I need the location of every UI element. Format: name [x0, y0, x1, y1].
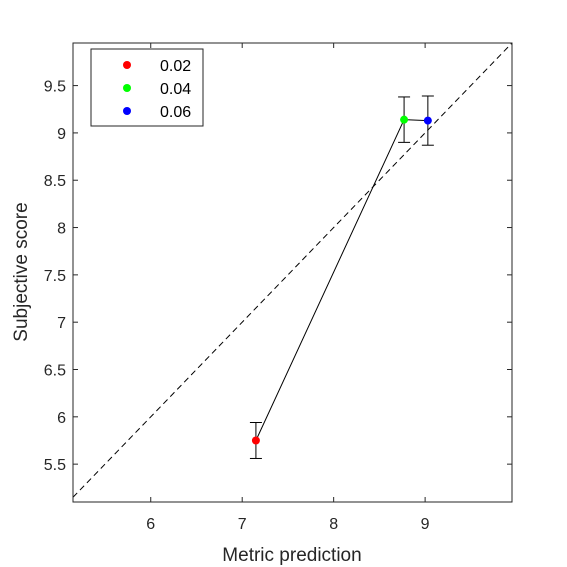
legend-marker	[123, 107, 131, 115]
y-tick-label: 9.5	[44, 79, 66, 96]
data-point	[423, 116, 432, 125]
axes-frame	[72, 42, 513, 503]
legend-marker	[123, 61, 131, 69]
y-tick-label: 7.5	[44, 268, 66, 285]
y-tick-label: 8	[57, 221, 66, 238]
legend-box	[90, 48, 204, 127]
identity-line	[72, 42, 513, 498]
x-tick-label: 7	[238, 516, 247, 533]
legend: 0.02 0.04 0.06	[90, 48, 204, 127]
legend-entries: 0.02 0.04 0.06	[123, 58, 191, 121]
y-tick-label: 6.5	[44, 363, 66, 380]
data-points	[251, 115, 432, 445]
y-tick-label: 8.5	[44, 173, 66, 190]
data-point	[400, 115, 409, 124]
y-axis-label: Subjective score	[11, 202, 32, 341]
y-tick-label: 9	[57, 126, 66, 143]
x-axis-ticks: 6 7 8 9	[146, 43, 430, 533]
legend-label: 0.06	[160, 104, 191, 121]
legend-entry: 0.06	[123, 104, 191, 121]
legend-marker	[123, 84, 131, 92]
x-tick-label: 9	[421, 516, 430, 533]
legend-label: 0.04	[160, 81, 191, 98]
legend-entry: 0.02	[123, 58, 191, 75]
y-tick-label: 5.5	[44, 457, 66, 474]
x-tick-label: 8	[329, 516, 338, 533]
legend-entry: 0.04	[123, 81, 191, 98]
x-axis-label: Metric prediction	[222, 545, 361, 566]
identity-line-layer	[72, 42, 513, 498]
y-axis-ticks: 5.5 6 6.5 7 7.5 8 8.5 9 9.5	[44, 79, 512, 474]
legend-label: 0.02	[160, 58, 191, 75]
data-point	[251, 436, 260, 445]
y-tick-label: 6	[57, 410, 66, 427]
x-tick-label: 6	[146, 516, 155, 533]
y-tick-label: 7	[57, 315, 66, 332]
